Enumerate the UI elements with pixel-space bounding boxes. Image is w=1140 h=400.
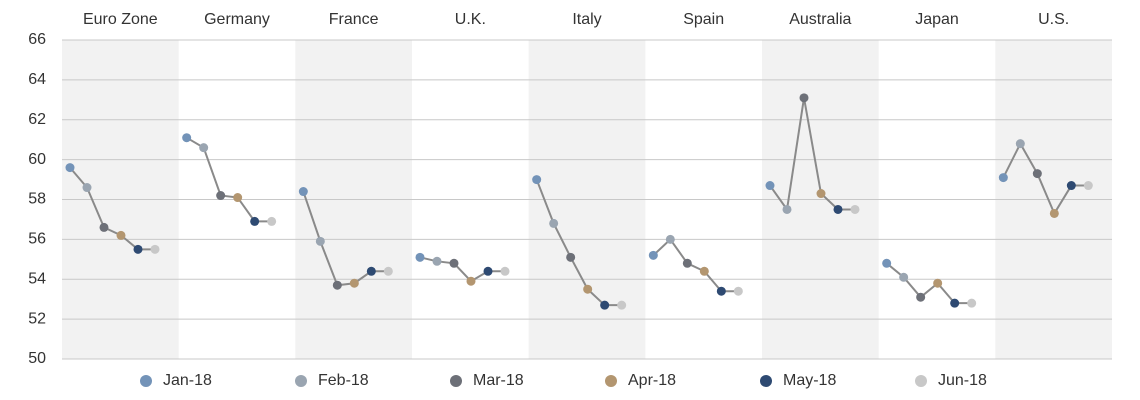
- point: [216, 191, 226, 201]
- legend-marker: [295, 375, 307, 387]
- panel-title: France: [329, 11, 379, 28]
- legend-marker: [140, 375, 152, 387]
- point: [998, 173, 1008, 183]
- legend-marker: [760, 375, 772, 387]
- point: [449, 258, 459, 268]
- point: [617, 300, 627, 310]
- point: [682, 258, 692, 268]
- point: [233, 193, 243, 203]
- point: [850, 204, 860, 214]
- point: [466, 276, 476, 286]
- point: [733, 286, 743, 296]
- point: [415, 252, 425, 262]
- point: [699, 266, 709, 276]
- y-tick-label: 60: [28, 151, 46, 168]
- point: [916, 292, 926, 302]
- y-tick-label: 66: [28, 31, 46, 48]
- point: [332, 280, 342, 290]
- legend-marker: [915, 375, 927, 387]
- legend-label: Apr-18: [628, 372, 676, 389]
- point: [1083, 181, 1093, 191]
- point: [549, 218, 559, 228]
- panel-title: U.K.: [455, 11, 486, 28]
- legend-label: Jun-18: [938, 372, 987, 389]
- point: [150, 244, 160, 254]
- legend-label: Jan-18: [163, 372, 212, 389]
- legend-label: Mar-18: [473, 372, 524, 389]
- point: [566, 252, 576, 262]
- panel-title: Germany: [204, 11, 270, 28]
- point: [716, 286, 726, 296]
- point: [82, 183, 92, 193]
- point: [648, 250, 658, 260]
- legend-label: Feb-18: [318, 372, 369, 389]
- point: [250, 216, 260, 226]
- point: [600, 300, 610, 310]
- y-tick-label: 62: [28, 111, 46, 128]
- panel-title: Japan: [915, 11, 959, 28]
- point: [532, 175, 542, 185]
- point: [1032, 169, 1042, 179]
- legend-marker: [450, 375, 462, 387]
- country-line: [886, 262, 972, 305]
- panel-title: Spain: [683, 11, 724, 28]
- point: [298, 187, 308, 197]
- point: [315, 236, 325, 246]
- point: [799, 93, 809, 103]
- y-tick-label: 64: [28, 71, 46, 88]
- country-line: [652, 237, 739, 293]
- point: [816, 189, 826, 199]
- country-line: [186, 136, 272, 223]
- point: [65, 163, 75, 173]
- point: [383, 266, 393, 276]
- point: [366, 266, 376, 276]
- point: [833, 204, 843, 214]
- point: [765, 181, 775, 191]
- point: [199, 143, 209, 153]
- point: [116, 230, 126, 240]
- y-tick-label: 56: [28, 231, 46, 248]
- legend-marker: [605, 375, 617, 387]
- point: [500, 266, 510, 276]
- panel-title: Australia: [789, 11, 851, 28]
- legend-label: May-18: [783, 372, 836, 389]
- point: [967, 298, 977, 308]
- point: [950, 298, 960, 308]
- point: [583, 284, 593, 294]
- point: [933, 278, 943, 288]
- point: [432, 256, 442, 266]
- y-tick-label: 58: [28, 191, 46, 208]
- point: [1049, 208, 1059, 218]
- point: [899, 272, 909, 282]
- point: [182, 133, 192, 143]
- y-tick-label: 50: [28, 350, 46, 367]
- panel-title: Euro Zone: [83, 11, 158, 28]
- point: [782, 204, 792, 214]
- point: [133, 244, 143, 254]
- y-tick-label: 54: [28, 270, 46, 287]
- point: [99, 222, 109, 232]
- y-tick-label: 52: [28, 310, 46, 327]
- point: [1066, 181, 1076, 191]
- panel-title: U.S.: [1038, 11, 1069, 28]
- point: [349, 278, 359, 288]
- point: [1015, 139, 1025, 149]
- point: [665, 234, 675, 244]
- point: [483, 266, 493, 276]
- panel-title: Italy: [572, 11, 601, 28]
- point: [882, 258, 892, 268]
- point: [267, 216, 277, 226]
